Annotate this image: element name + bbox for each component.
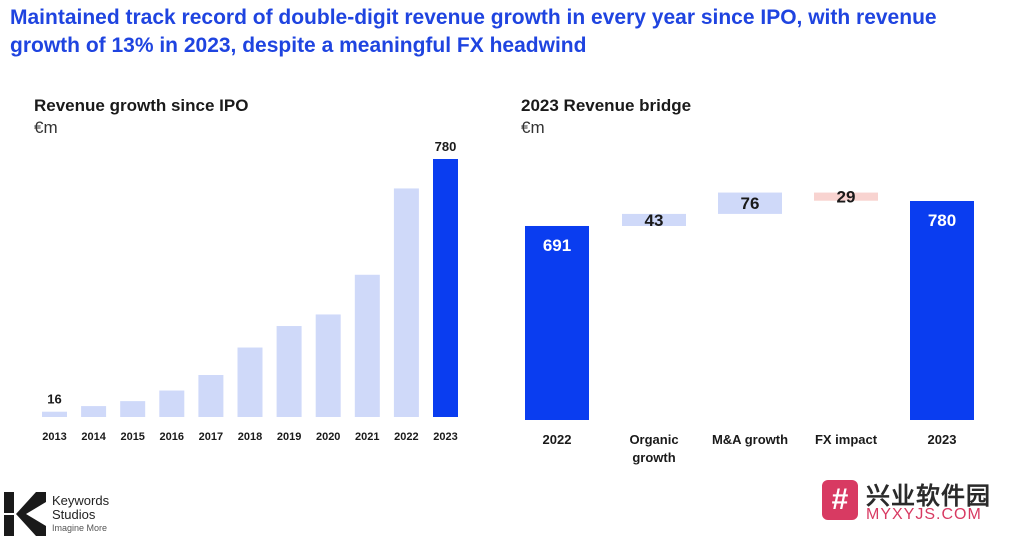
left-chart-title: Revenue growth since IPO [34, 96, 249, 115]
watermark-badge-icon: # [822, 480, 858, 520]
bar-2017 [198, 374, 224, 417]
x-tick-2020: 2020 [316, 431, 340, 443]
x-tick-2018: 2018 [238, 431, 262, 443]
bridge-label-m-a-growth: M&A growth [712, 432, 788, 447]
x-tick-2017: 2017 [199, 431, 223, 443]
data-label-2013: 16 [47, 392, 61, 407]
keywords-studios-logo: Keywords Studios Imagine More [4, 492, 134, 536]
bridge-value-fx-impact: 29 [837, 188, 856, 207]
bar-2015 [120, 401, 146, 417]
bar-2023 [433, 159, 458, 417]
logo-wordmark: Keywords Studios [52, 494, 109, 522]
x-tick-2013: 2013 [42, 431, 66, 443]
data-label-2023: 780 [435, 139, 457, 154]
bridge-bar-fx-impact [814, 192, 878, 201]
bridge-bar-2022 [525, 225, 589, 420]
x-tick-2023: 2023 [433, 431, 457, 443]
watermark: # 兴业软件园 MYXYJS.COM [820, 474, 1020, 534]
watermark-text: 兴业软件园 [866, 483, 991, 510]
bar-2022 [393, 188, 419, 417]
right-chart-unit: €m [521, 118, 545, 137]
keywords-logo-icon [4, 492, 46, 536]
x-tick-2015: 2015 [120, 431, 144, 443]
bridge-bar-m-a-growth [718, 192, 782, 214]
bar-2016 [159, 390, 185, 417]
bridge-label-organic-growth-1: growth [632, 450, 675, 465]
bridge-bar-organic-growth [622, 213, 686, 226]
bridge-label-2023: 2023 [928, 432, 957, 447]
bridge-value-2022: 691 [543, 236, 571, 255]
logo-line-1: Keywords [52, 493, 110, 508]
bridge-label-fx-impact: FX impact [815, 432, 878, 447]
x-tick-2016: 2016 [160, 431, 184, 443]
watermark-url: MYXYJS.COM [866, 506, 982, 523]
bar-2013 [42, 411, 67, 417]
right-chart-title: 2023 Revenue bridge [521, 96, 692, 115]
left-chart-unit: €m [34, 118, 58, 137]
x-tick-2019: 2019 [277, 431, 301, 443]
bar-2021 [354, 274, 380, 417]
logo-tagline: Imagine More [52, 523, 108, 533]
x-tick-2021: 2021 [355, 431, 379, 443]
bar-2014 [81, 406, 107, 417]
x-tick-2022: 2022 [394, 431, 418, 443]
bridge-label-2022: 2022 [543, 432, 572, 447]
bridge-value-m-a-growth: 76 [741, 194, 760, 213]
x-tick-2014: 2014 [81, 431, 106, 443]
page-headline: Maintained track record of double-digit … [10, 6, 937, 57]
bridge-value-2023: 780 [928, 211, 956, 230]
bar-2019 [276, 326, 302, 417]
bridge-value-organic-growth: 43 [645, 211, 664, 230]
bridge-label-organic-growth-0: Organic [629, 432, 678, 447]
logo-line-2: Studios [52, 507, 96, 522]
bar-2020 [315, 314, 341, 417]
bar-2018 [237, 347, 263, 417]
bridge-bar-2023 [910, 201, 974, 420]
